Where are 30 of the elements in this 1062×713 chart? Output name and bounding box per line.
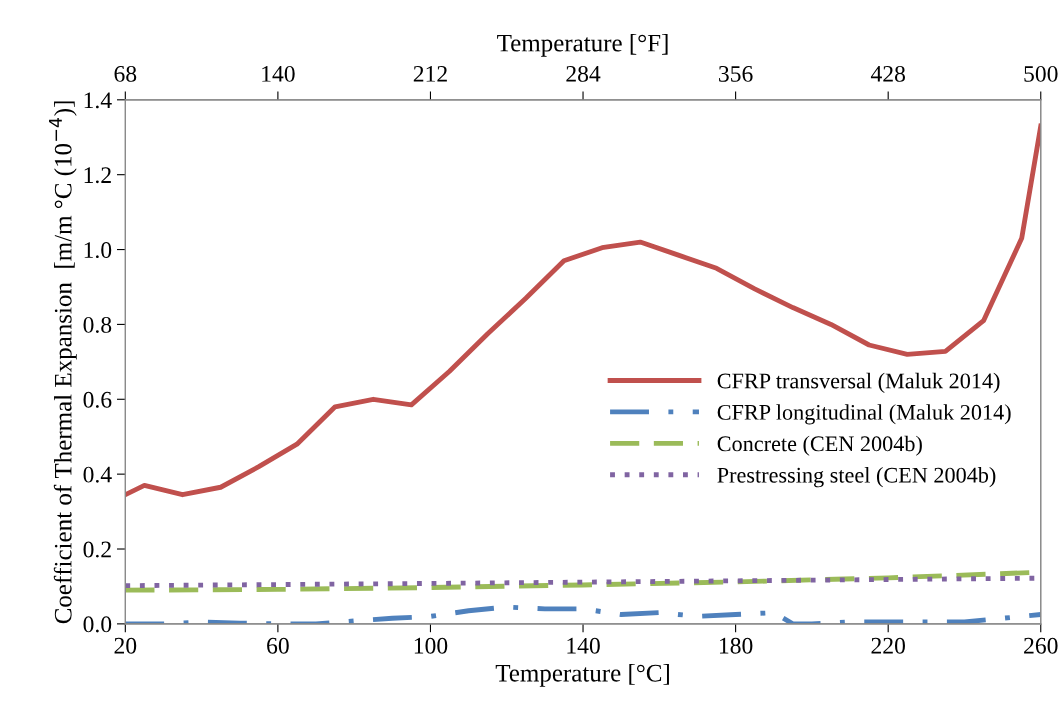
x-tick-label: 60 [267,637,289,654]
line-series [125,123,1041,498]
x2-tick-label: 428 [870,65,905,82]
y-tick-label: 1.2 [84,167,111,184]
legend-label: Prestressing steel (CEN 2004b) [717,467,996,488]
x-axis-title: Temperature [°C] [495,664,669,687]
y-tick-label: 1.0 [84,242,112,259]
y-tick-label: 0.0 [83,616,112,633]
legend-label: CFRP transversal (Maluk 2014) [717,372,1000,393]
x-tick-label: 220 [871,637,905,654]
x2-tick-label: 500 [1024,65,1058,82]
x-tick-label: 20 [114,637,137,654]
x-tick-label: 260 [1024,637,1058,654]
y-tick-label: 0.6 [83,391,112,408]
x-tick-label: 100 [414,637,448,654]
y-tick-label: 0.2 [83,541,111,558]
x2-tick-label: 68 [114,65,137,82]
x2-tick-label: 212 [413,65,447,82]
x2-tick-label: 284 [566,65,601,82]
x-tick-label: 140 [567,637,600,654]
x-tick-label: 180 [719,637,753,654]
y-tick-label: 0.8 [83,316,112,333]
x2-tick-label: 356 [719,65,753,82]
y-axis-title: Coefficient of Thermal Expansion [m/m °C (10$^{−4}$)] [49,101,77,624]
legend-label: Concrete (CEN 2004b) [717,435,922,456]
x2-tick-label: 140 [262,65,295,82]
y-tick-label: 0.4 [83,466,112,483]
legend-label: CFRP longitudinal (Maluk 2014) [717,404,1011,425]
y-tick-label: 1.4 [84,92,112,109]
x2-axis-title: Temperature [°F] [497,33,668,57]
